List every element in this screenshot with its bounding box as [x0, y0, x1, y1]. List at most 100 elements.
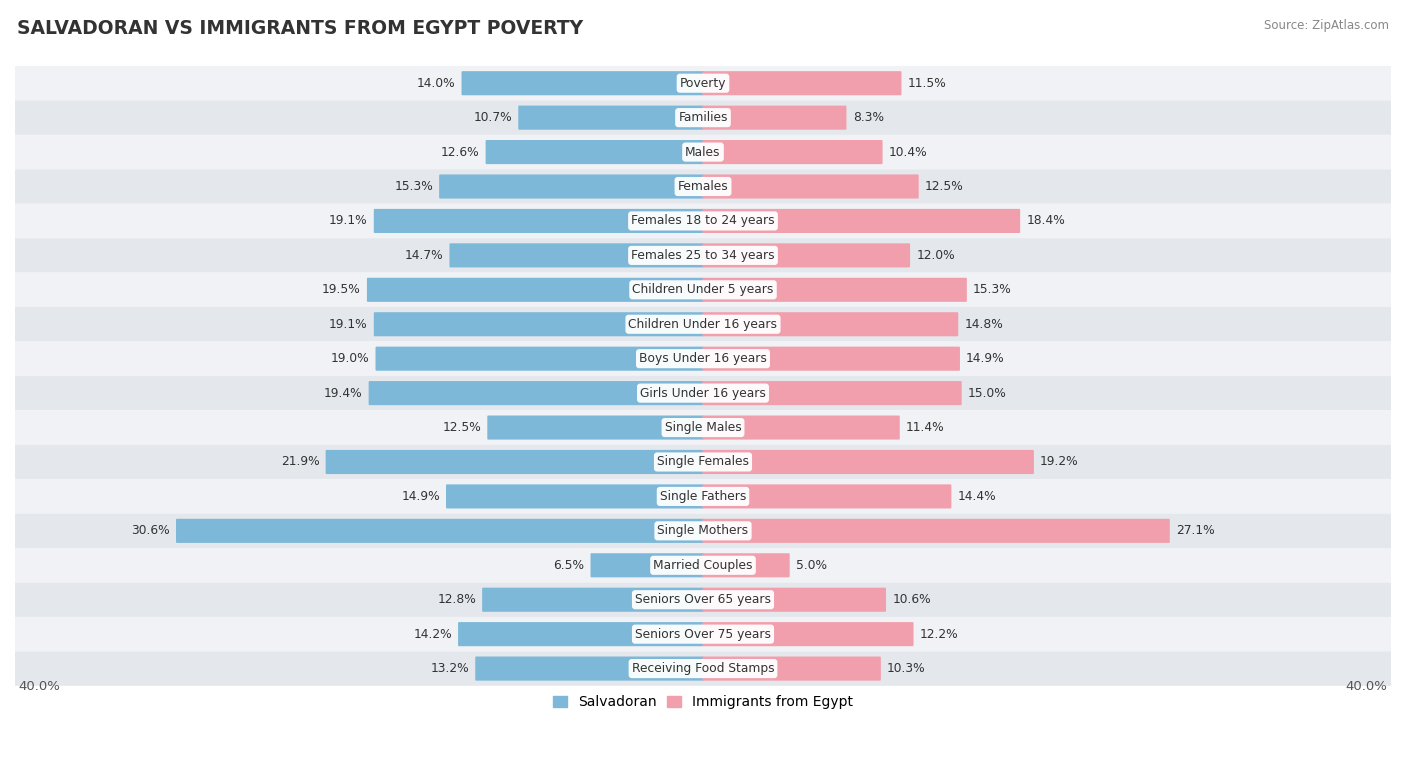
FancyBboxPatch shape [15, 479, 1391, 514]
Text: 14.0%: 14.0% [416, 77, 456, 89]
Text: 14.4%: 14.4% [957, 490, 997, 503]
Text: 12.5%: 12.5% [925, 180, 963, 193]
Text: 14.8%: 14.8% [965, 318, 1004, 330]
Text: Single Females: Single Females [657, 456, 749, 468]
FancyBboxPatch shape [703, 484, 952, 509]
Text: 6.5%: 6.5% [554, 559, 585, 572]
Text: 19.4%: 19.4% [323, 387, 363, 399]
FancyBboxPatch shape [482, 587, 703, 612]
FancyBboxPatch shape [461, 71, 703, 96]
FancyBboxPatch shape [15, 169, 1391, 204]
FancyBboxPatch shape [703, 415, 900, 440]
FancyBboxPatch shape [15, 100, 1391, 135]
FancyBboxPatch shape [15, 341, 1391, 376]
Text: 10.3%: 10.3% [887, 662, 925, 675]
FancyBboxPatch shape [703, 243, 910, 268]
Text: Poverty: Poverty [679, 77, 727, 89]
Text: Single Mothers: Single Mothers [658, 525, 748, 537]
FancyBboxPatch shape [703, 71, 901, 96]
FancyBboxPatch shape [703, 553, 790, 578]
FancyBboxPatch shape [591, 553, 703, 578]
FancyBboxPatch shape [15, 617, 1391, 651]
FancyBboxPatch shape [15, 376, 1391, 410]
FancyBboxPatch shape [15, 514, 1391, 548]
Text: 10.7%: 10.7% [474, 111, 512, 124]
FancyBboxPatch shape [703, 656, 880, 681]
FancyBboxPatch shape [15, 135, 1391, 169]
Text: 10.6%: 10.6% [893, 594, 931, 606]
FancyBboxPatch shape [446, 484, 703, 509]
Text: 11.5%: 11.5% [908, 77, 946, 89]
Text: 15.0%: 15.0% [967, 387, 1007, 399]
FancyBboxPatch shape [703, 312, 959, 337]
Text: Source: ZipAtlas.com: Source: ZipAtlas.com [1264, 19, 1389, 32]
FancyBboxPatch shape [15, 410, 1391, 445]
Text: 14.7%: 14.7% [405, 249, 443, 262]
Text: 40.0%: 40.0% [18, 680, 60, 693]
FancyBboxPatch shape [703, 587, 886, 612]
FancyBboxPatch shape [703, 174, 918, 199]
Text: 10.4%: 10.4% [889, 146, 928, 158]
FancyBboxPatch shape [703, 140, 883, 164]
FancyBboxPatch shape [15, 548, 1391, 582]
Text: 12.2%: 12.2% [920, 628, 959, 641]
FancyBboxPatch shape [485, 140, 703, 164]
Text: Females: Females [678, 180, 728, 193]
Text: 14.2%: 14.2% [413, 628, 451, 641]
Text: 21.9%: 21.9% [281, 456, 319, 468]
FancyBboxPatch shape [450, 243, 703, 268]
FancyBboxPatch shape [367, 277, 703, 302]
FancyBboxPatch shape [703, 381, 962, 406]
Legend: Salvadoran, Immigrants from Egypt: Salvadoran, Immigrants from Egypt [547, 690, 859, 715]
Text: Families: Families [678, 111, 728, 124]
Text: Females 25 to 34 years: Females 25 to 34 years [631, 249, 775, 262]
Text: 12.5%: 12.5% [443, 421, 481, 434]
Text: 19.0%: 19.0% [330, 352, 370, 365]
Text: Single Fathers: Single Fathers [659, 490, 747, 503]
FancyBboxPatch shape [15, 204, 1391, 238]
FancyBboxPatch shape [176, 518, 703, 543]
Text: 40.0%: 40.0% [1346, 680, 1388, 693]
FancyBboxPatch shape [475, 656, 703, 681]
Text: 12.0%: 12.0% [917, 249, 955, 262]
Text: 8.3%: 8.3% [852, 111, 883, 124]
Text: 19.1%: 19.1% [329, 318, 367, 330]
Text: 13.2%: 13.2% [430, 662, 470, 675]
Text: Single Males: Single Males [665, 421, 741, 434]
FancyBboxPatch shape [374, 209, 703, 233]
Text: Seniors Over 75 years: Seniors Over 75 years [636, 628, 770, 641]
Text: 15.3%: 15.3% [394, 180, 433, 193]
FancyBboxPatch shape [703, 277, 967, 302]
Text: Receiving Food Stamps: Receiving Food Stamps [631, 662, 775, 675]
Text: Children Under 5 years: Children Under 5 years [633, 283, 773, 296]
Text: Children Under 16 years: Children Under 16 years [628, 318, 778, 330]
Text: 12.8%: 12.8% [437, 594, 477, 606]
FancyBboxPatch shape [703, 346, 960, 371]
FancyBboxPatch shape [439, 174, 703, 199]
Text: SALVADORAN VS IMMIGRANTS FROM EGYPT POVERTY: SALVADORAN VS IMMIGRANTS FROM EGYPT POVE… [17, 19, 583, 38]
Text: 14.9%: 14.9% [401, 490, 440, 503]
FancyBboxPatch shape [374, 312, 703, 337]
FancyBboxPatch shape [703, 105, 846, 130]
FancyBboxPatch shape [15, 582, 1391, 617]
FancyBboxPatch shape [375, 346, 703, 371]
FancyBboxPatch shape [703, 209, 1021, 233]
FancyBboxPatch shape [15, 445, 1391, 479]
FancyBboxPatch shape [703, 450, 1033, 474]
Text: 19.1%: 19.1% [329, 215, 367, 227]
FancyBboxPatch shape [703, 518, 1170, 543]
Text: 15.3%: 15.3% [973, 283, 1012, 296]
Text: 19.5%: 19.5% [322, 283, 361, 296]
FancyBboxPatch shape [15, 66, 1391, 100]
Text: Seniors Over 65 years: Seniors Over 65 years [636, 594, 770, 606]
Text: 30.6%: 30.6% [131, 525, 170, 537]
FancyBboxPatch shape [326, 450, 703, 474]
Text: 5.0%: 5.0% [796, 559, 827, 572]
Text: Girls Under 16 years: Girls Under 16 years [640, 387, 766, 399]
Text: 14.9%: 14.9% [966, 352, 1005, 365]
Text: Females 18 to 24 years: Females 18 to 24 years [631, 215, 775, 227]
FancyBboxPatch shape [519, 105, 703, 130]
Text: Males: Males [685, 146, 721, 158]
Text: 11.4%: 11.4% [905, 421, 945, 434]
FancyBboxPatch shape [15, 273, 1391, 307]
